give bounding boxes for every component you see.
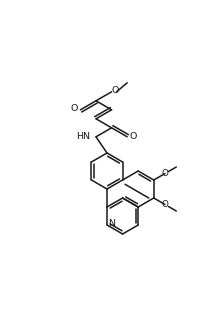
Text: O: O bbox=[162, 200, 168, 209]
Text: O: O bbox=[71, 104, 78, 113]
Text: N: N bbox=[109, 220, 115, 229]
Text: O: O bbox=[112, 86, 119, 95]
Text: O: O bbox=[129, 132, 137, 141]
Text: HN: HN bbox=[76, 132, 90, 141]
Text: O: O bbox=[162, 169, 168, 178]
